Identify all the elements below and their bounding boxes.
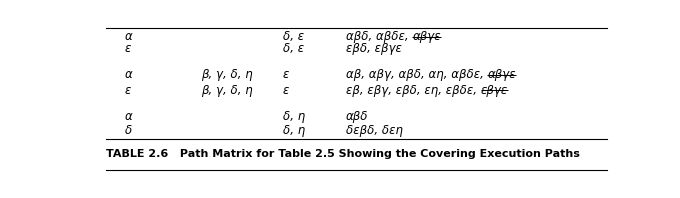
Text: δ: δ <box>124 124 132 137</box>
Text: δεβδ, δεη: δεβδ, δεη <box>346 124 403 137</box>
Text: ε: ε <box>124 42 131 55</box>
Text: β, γ, δ, η: β, γ, δ, η <box>201 68 253 81</box>
Text: ε: ε <box>283 84 289 97</box>
Text: α: α <box>124 30 133 43</box>
Text: αβδ, αβδε,: αβδ, αβδε, <box>346 30 412 43</box>
Text: δ, ε: δ, ε <box>283 42 304 55</box>
Text: εβγε: εβγε <box>481 84 508 97</box>
Text: δ, η: δ, η <box>283 110 305 123</box>
Text: εβδ, εβγε: εβδ, εβγε <box>346 42 402 55</box>
Text: β, γ, δ, η: β, γ, δ, η <box>201 84 253 97</box>
Text: δ, ε: δ, ε <box>283 30 304 43</box>
Text: ε: ε <box>124 84 131 97</box>
Text: TABLE 2.6   Path Matrix for Table 2.5 Showing the Covering Execution Paths: TABLE 2.6 Path Matrix for Table 2.5 Show… <box>106 149 580 159</box>
Text: αβδ: αβδ <box>346 110 369 123</box>
Text: αβγε: αβγε <box>488 68 516 81</box>
Text: αβ, αβγ, αβδ, αη, αβδε,: αβ, αβγ, αβδ, αη, αβδε, <box>346 68 488 81</box>
Text: αβγε: αβγε <box>412 30 441 43</box>
Text: ε: ε <box>283 68 289 81</box>
Text: α: α <box>124 68 133 81</box>
Text: δ, η: δ, η <box>283 124 305 137</box>
Text: α: α <box>124 110 133 123</box>
Text: εβ, εβγ, εβδ, εη, εβδε,: εβ, εβγ, εβδ, εη, εβδε, <box>346 84 481 97</box>
